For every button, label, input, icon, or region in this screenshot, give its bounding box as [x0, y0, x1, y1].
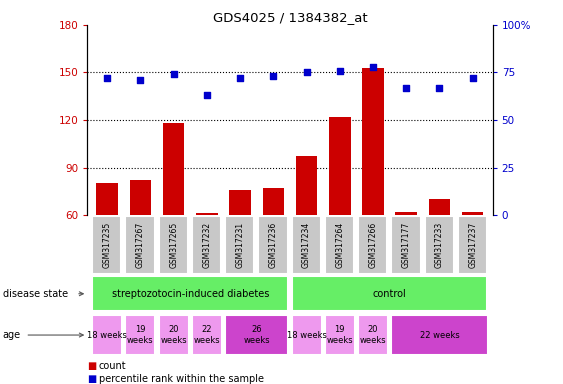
Text: count: count — [99, 361, 126, 371]
Bar — [292, 315, 321, 355]
Text: 18 weeks: 18 weeks — [287, 331, 327, 339]
Text: 20
weeks: 20 weeks — [360, 325, 386, 345]
Text: percentile rank within the sample: percentile rank within the sample — [99, 374, 263, 384]
Bar — [425, 216, 454, 274]
Bar — [92, 216, 122, 274]
Point — [435, 84, 444, 91]
Bar — [258, 216, 288, 274]
Bar — [296, 156, 318, 310]
Text: streptozotocin-induced diabetes: streptozotocin-induced diabetes — [111, 289, 269, 299]
Point — [202, 92, 211, 98]
Text: GSM317233: GSM317233 — [435, 222, 444, 268]
Text: GSM317265: GSM317265 — [169, 222, 178, 268]
Point — [235, 75, 244, 81]
Point — [369, 64, 378, 70]
Point — [102, 75, 111, 81]
Bar — [196, 214, 218, 310]
Bar — [462, 212, 484, 310]
Text: GSM317235: GSM317235 — [102, 222, 111, 268]
Bar — [225, 315, 288, 355]
Point — [302, 70, 311, 76]
Text: 20
weeks: 20 weeks — [160, 325, 187, 345]
Title: GDS4025 / 1384382_at: GDS4025 / 1384382_at — [213, 11, 367, 24]
Text: GSM317234: GSM317234 — [302, 222, 311, 268]
Text: GSM317236: GSM317236 — [269, 222, 278, 268]
Bar — [329, 117, 351, 310]
Text: GSM317231: GSM317231 — [235, 222, 244, 268]
Bar — [92, 315, 122, 355]
Text: 19
weeks: 19 weeks — [127, 325, 154, 345]
Bar — [92, 276, 288, 311]
Text: ■: ■ — [87, 361, 96, 371]
Point — [136, 77, 145, 83]
Bar — [192, 315, 222, 355]
Text: GSM317177: GSM317177 — [402, 222, 411, 268]
Text: ■: ■ — [87, 374, 96, 384]
Bar — [262, 188, 284, 310]
Text: age: age — [3, 330, 21, 340]
Bar — [126, 315, 155, 355]
Bar — [428, 199, 450, 310]
Bar — [192, 216, 221, 274]
Point — [468, 75, 477, 81]
Bar — [225, 216, 254, 274]
Bar — [391, 315, 488, 355]
Text: GSM317267: GSM317267 — [136, 222, 145, 268]
Point — [169, 71, 178, 78]
Bar — [292, 216, 321, 274]
Text: disease state: disease state — [3, 289, 68, 299]
Text: 19
weeks: 19 weeks — [327, 325, 353, 345]
Text: control: control — [373, 289, 406, 299]
Bar — [362, 68, 384, 310]
Bar — [159, 315, 189, 355]
Bar — [395, 212, 417, 310]
Point — [269, 73, 278, 79]
Bar — [126, 216, 155, 274]
Text: 22
weeks: 22 weeks — [194, 325, 220, 345]
Text: 22 weeks: 22 weeks — [419, 331, 459, 339]
Text: GSM317232: GSM317232 — [202, 222, 211, 268]
Text: GSM317266: GSM317266 — [369, 222, 378, 268]
Text: GSM317237: GSM317237 — [468, 222, 477, 268]
Bar — [129, 180, 151, 310]
Text: 18 weeks: 18 weeks — [87, 331, 127, 339]
Bar — [292, 276, 487, 311]
Point — [336, 68, 345, 74]
Bar — [458, 216, 487, 274]
Bar — [159, 216, 188, 274]
Bar — [391, 216, 421, 274]
Bar — [358, 216, 387, 274]
Bar — [163, 123, 185, 310]
Bar — [358, 315, 388, 355]
Text: 26
weeks: 26 weeks — [243, 325, 270, 345]
Bar — [229, 190, 251, 310]
Bar — [96, 184, 118, 310]
Bar — [325, 216, 354, 274]
Point — [402, 84, 411, 91]
Bar — [325, 315, 355, 355]
Text: GSM317264: GSM317264 — [336, 222, 345, 268]
